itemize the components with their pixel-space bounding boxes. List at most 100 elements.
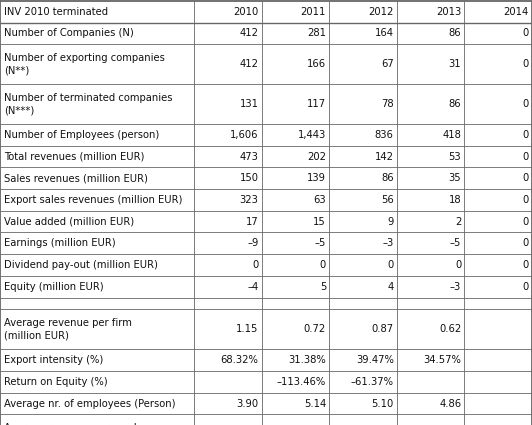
Bar: [0, 349, 532, 371]
Text: 412: 412: [239, 59, 259, 69]
Text: Export sales revenues (million EUR): Export sales revenues (million EUR): [4, 195, 182, 205]
Text: Number of Companies (N): Number of Companies (N): [4, 28, 134, 38]
Text: 5.10: 5.10: [371, 399, 394, 408]
Text: 15: 15: [313, 217, 326, 227]
Text: 86: 86: [381, 173, 394, 183]
Text: Total revenues (million EUR): Total revenues (million EUR): [4, 152, 144, 162]
Text: Number of exporting companies
(N**): Number of exporting companies (N**): [4, 53, 164, 75]
Text: 0: 0: [522, 59, 529, 69]
Text: 31: 31: [448, 59, 461, 69]
Text: –9: –9: [247, 238, 259, 248]
Text: Earnings (million EUR): Earnings (million EUR): [4, 238, 115, 248]
Bar: [0, 1, 532, 23]
Text: 323: 323: [240, 195, 259, 205]
Text: 86: 86: [448, 99, 461, 109]
Text: 412: 412: [239, 28, 259, 38]
Text: 0: 0: [522, 173, 529, 183]
Text: 0: 0: [320, 260, 326, 270]
Text: 836: 836: [375, 130, 394, 140]
Text: 9: 9: [387, 217, 394, 227]
Bar: [0, 44, 532, 84]
Text: Number of terminated companies
(N***): Number of terminated companies (N***): [4, 93, 172, 115]
Text: 0: 0: [522, 130, 529, 140]
Text: 0.62: 0.62: [439, 324, 461, 334]
Text: 202: 202: [307, 152, 326, 162]
Text: Return on Equity (%): Return on Equity (%): [4, 377, 107, 387]
Text: 166: 166: [307, 59, 326, 69]
Text: Equity (million EUR): Equity (million EUR): [4, 282, 103, 292]
Text: 5.14: 5.14: [304, 399, 326, 408]
Text: 0: 0: [522, 99, 529, 109]
Text: Dividend pay-out (million EUR): Dividend pay-out (million EUR): [4, 260, 157, 270]
Bar: [0, 146, 532, 167]
Text: 2: 2: [455, 217, 461, 227]
Text: –3: –3: [450, 282, 461, 292]
Text: 0: 0: [522, 238, 529, 248]
Text: –61.37%: –61.37%: [351, 377, 394, 387]
Text: 56: 56: [381, 195, 394, 205]
Text: 5: 5: [320, 282, 326, 292]
Text: 53: 53: [448, 152, 461, 162]
Text: 31.38%: 31.38%: [288, 355, 326, 365]
Text: 4: 4: [387, 282, 394, 292]
Text: –5: –5: [315, 238, 326, 248]
Text: 0: 0: [522, 217, 529, 227]
Text: 418: 418: [443, 130, 461, 140]
Text: 2011: 2011: [301, 7, 326, 17]
Text: 17: 17: [246, 217, 259, 227]
Text: 139: 139: [307, 173, 326, 183]
Text: 0: 0: [522, 260, 529, 270]
Text: 0: 0: [522, 282, 529, 292]
Text: –113.46%: –113.46%: [277, 377, 326, 387]
Text: 18: 18: [448, 195, 461, 205]
Text: INV 2010 terminated: INV 2010 terminated: [4, 7, 108, 17]
Bar: [0, 393, 532, 414]
Text: 2014: 2014: [504, 7, 529, 17]
Text: 2013: 2013: [436, 7, 461, 17]
Text: 142: 142: [375, 152, 394, 162]
Text: 86: 86: [448, 28, 461, 38]
Bar: [0, 414, 532, 425]
Text: Average revenue per employee
(million EUR): Average revenue per employee (million EU…: [4, 423, 161, 425]
Text: 0: 0: [387, 260, 394, 270]
Bar: [0, 232, 532, 254]
Text: Export intensity (%): Export intensity (%): [4, 355, 103, 365]
Bar: [0, 189, 532, 211]
Text: 0.87: 0.87: [371, 324, 394, 334]
Text: 68.32%: 68.32%: [221, 355, 259, 365]
Text: 67: 67: [381, 59, 394, 69]
Text: 117: 117: [307, 99, 326, 109]
Text: Average revenue per firm
(million EUR): Average revenue per firm (million EUR): [4, 318, 131, 340]
Bar: [0, 167, 532, 189]
Text: 1,606: 1,606: [230, 130, 259, 140]
Bar: [0, 211, 532, 232]
Text: 35: 35: [448, 173, 461, 183]
Text: 2012: 2012: [368, 7, 394, 17]
Text: 0: 0: [522, 195, 529, 205]
Text: 78: 78: [381, 99, 394, 109]
Bar: [0, 276, 532, 297]
Text: Sales revenues (million EUR): Sales revenues (million EUR): [4, 173, 147, 183]
Text: Average nr. of employees (Person): Average nr. of employees (Person): [4, 399, 175, 408]
Bar: [0, 254, 532, 276]
Text: 34.57%: 34.57%: [423, 355, 461, 365]
Text: 281: 281: [307, 28, 326, 38]
Text: 3.90: 3.90: [236, 399, 259, 408]
Text: –3: –3: [383, 238, 394, 248]
Text: 1.15: 1.15: [236, 324, 259, 334]
Bar: [0, 124, 532, 146]
Text: –4: –4: [247, 282, 259, 292]
Bar: [0, 298, 532, 309]
Text: –5: –5: [450, 238, 461, 248]
Text: 0: 0: [252, 260, 259, 270]
Bar: [0, 309, 532, 349]
Text: 131: 131: [239, 99, 259, 109]
Text: 39.47%: 39.47%: [356, 355, 394, 365]
Text: 4.86: 4.86: [439, 399, 461, 408]
Text: Number of Employees (person): Number of Employees (person): [4, 130, 159, 140]
Text: 63: 63: [313, 195, 326, 205]
Text: 164: 164: [375, 28, 394, 38]
Text: 0.72: 0.72: [304, 324, 326, 334]
Text: 473: 473: [240, 152, 259, 162]
Text: 2010: 2010: [234, 7, 259, 17]
